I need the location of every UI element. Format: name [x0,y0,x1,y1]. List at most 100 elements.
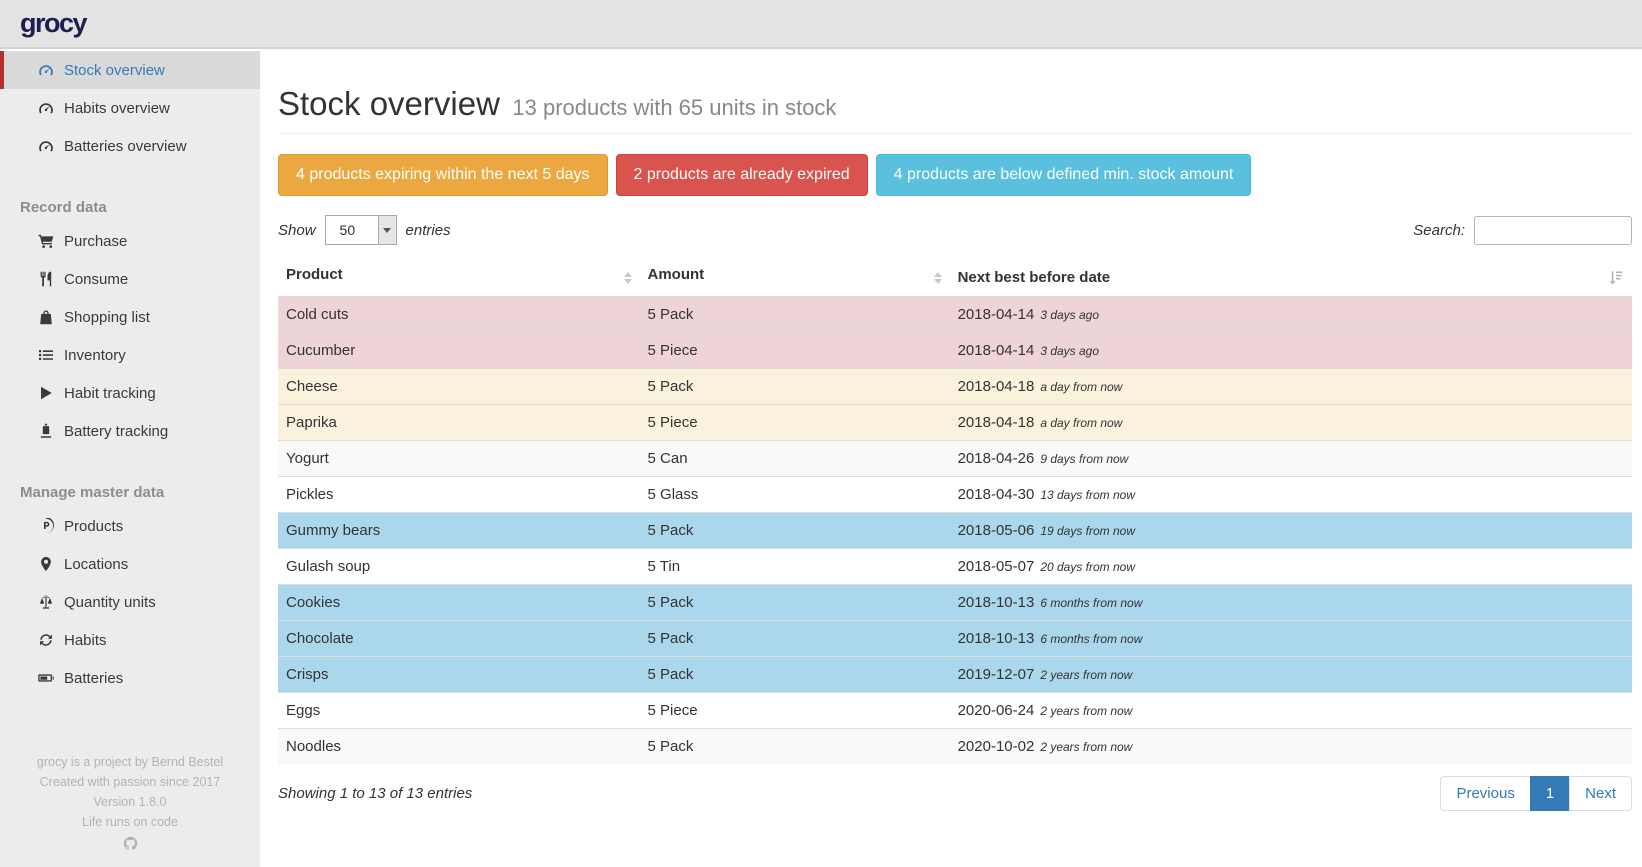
column-header-label: Amount [647,266,705,283]
below-min-stock-button[interactable]: 4 products are below defined min. stock … [875,154,1252,196]
timeago-text: 3 days ago [1040,308,1100,322]
pagination: Previous 1 Next [1440,776,1632,811]
cell-product: Cucumber [278,332,640,369]
table-row[interactable]: Cheese 5 Pack 2018-04-18 a day from now [278,368,1632,405]
previous-page-button[interactable]: Previous [1440,776,1531,811]
sidebar-section-record-data: Record data [20,198,107,216]
sidebar-item-label: Habits [64,631,107,649]
table-row[interactable]: Pickles 5 Glass 2018-04-30 13 days from n… [278,476,1632,513]
sidebar-footer: grocy is a project by Bernd Bestel Creat… [0,752,260,857]
cell-amount: 5 Pack [639,368,950,405]
cell-amount: 5 Can [639,440,950,477]
top-navbar: grocy [0,0,1642,49]
sidebar-item-products[interactable]: Products [0,507,260,545]
table-row[interactable]: Cucumber 5 Piece 2018-04-14 3 days ago [278,332,1632,369]
entries-select-value: 50 [339,222,356,238]
sidebar-item-habits[interactable]: Habits [0,621,260,659]
cell-date: 2018-04-26 9 days from now [949,440,1632,477]
search-label: Search: [1413,221,1465,239]
cell-date: 2018-05-06 19 days from now [949,512,1632,549]
sidebar-item-label: Stock overview [64,61,165,79]
table-row[interactable]: Noodles 5 Pack 2020-10-02 2 years from no… [278,728,1632,764]
entries-select[interactable]: 50 [324,215,397,245]
shopping-bag-icon [38,309,54,325]
table-row[interactable]: Crisps 5 Pack 2019-12-07 2 years from now [278,656,1632,693]
cell-amount: 5 Pack [639,296,950,333]
sync-icon [38,632,54,648]
table-row[interactable]: Gummy bears 5 Pack 2018-05-06 19 days fro… [278,512,1632,549]
best-before-date: 2018-04-18 [957,378,1035,395]
page-length-control: Show 50 entries [278,215,451,245]
table-row[interactable]: Chocolate 5 Pack 2018-10-13 6 months from… [278,620,1632,657]
sidebar-item-shopping-list[interactable]: Shopping list [0,298,260,336]
best-before-date: 2020-10-02 [957,738,1035,755]
search-control: Search: [1413,215,1632,245]
sidebar-item-stock-overview[interactable]: Stock overview [0,51,260,89]
sidebar-item-label: Products [64,517,124,535]
sidebar-item-quantity-units[interactable]: Quantity units [0,583,260,621]
cell-date: 2018-10-13 6 months from now [949,584,1632,621]
cell-amount: 5 Tin [639,548,950,585]
sidebar-item-locations[interactable]: Locations [0,545,260,583]
sidebar-item-label: Shopping list [64,308,150,326]
sidebar-item-label: Habit tracking [64,384,156,402]
cell-product: Cookies [278,584,640,621]
page-1-button[interactable]: 1 [1529,776,1571,811]
gauge-icon [38,62,54,78]
sidebar-item-label: Battery tracking [64,422,169,440]
page-header: Stock overview 13 products with 65 units… [278,85,1632,134]
sidebar-item-habits-overview[interactable]: Habits overview [0,89,260,127]
next-page-button[interactable]: Next [1569,776,1632,811]
cell-date: 2018-05-07 20 days from now [949,548,1632,585]
sidebar-item-consume[interactable]: Consume [0,260,260,298]
timeago-text: 3 days ago [1040,344,1100,358]
column-header-amount[interactable]: Amount [639,258,950,297]
footer-credit-line: grocy is a project by Bernd Bestel [36,755,224,769]
table-header-row: Product Amount Next best before date [278,258,1632,297]
sidebar-item-purchase[interactable]: Purchase [0,222,260,260]
cell-product: Yogurt [278,440,640,477]
sidebar-item-battery-tracking[interactable]: Battery tracking [0,412,260,450]
product-icon [38,518,54,534]
sidebar-item-label: Inventory [64,346,126,364]
sidebar-item-habit-tracking[interactable]: Habit tracking [0,374,260,412]
table-row[interactable]: Paprika 5 Piece 2018-04-18 a day from now [278,404,1632,441]
timeago-text: 9 days from now [1040,452,1129,466]
cell-amount: 5 Pack [639,620,950,657]
timeago-text: a day from now [1040,380,1123,394]
expiring-products-button[interactable]: 4 products expiring within the next 5 da… [278,154,608,196]
sidebar-item-inventory[interactable]: Inventory [0,336,260,374]
cell-product: Gulash soup [278,548,640,585]
search-input[interactable] [1474,215,1632,245]
table-row[interactable]: Gulash soup 5 Tin 2018-05-07 20 days from… [278,548,1632,585]
grocy-logo[interactable]: grocy [20,8,88,38]
table-row[interactable]: Cold cuts 5 Pack 2018-04-14 3 days ago [278,296,1632,333]
stock-table: Product Amount Next best before date Col… [278,258,1632,764]
timeago-text: 6 months from now [1040,632,1143,646]
cart-icon [38,233,54,249]
cell-amount: 5 Pack [639,728,950,764]
column-header-product[interactable]: Product [278,258,640,297]
sort-icon [933,268,942,288]
footer-version: Version 1.8.0 [93,795,167,809]
page-subtitle: 13 products with 65 units in stock [512,95,837,120]
cell-date: 2019-12-07 2 years from now [949,656,1632,693]
column-header-next-best-before-date[interactable]: Next best before date [949,258,1632,297]
table-row[interactable]: Cookies 5 Pack 2018-10-13 6 months from n… [278,584,1632,621]
main-content: Stock overview 13 products with 65 units… [260,51,1642,867]
gauge-icon [38,100,54,116]
table-row[interactable]: Yogurt 5 Can 2018-04-26 9 days from now [278,440,1632,477]
timeago-text: a day from now [1040,416,1123,430]
cell-product: Paprika [278,404,640,441]
column-header-label: Next best before date [957,268,1111,286]
best-before-date: 2018-10-13 [957,594,1035,611]
sidebar-item-batteries-overview[interactable]: Batteries overview [0,127,260,165]
table-row[interactable]: Eggs 5 Piece 2020-06-24 2 years from now [278,692,1632,729]
expired-products-button[interactable]: 2 products are already expired [615,154,868,196]
page-title: Stock overview [278,85,500,122]
github-icon[interactable] [123,836,138,851]
table-footer: Showing 1 to 13 of 13 entries Previous 1… [278,776,1632,811]
sidebar-item-label: Locations [64,555,129,573]
sidebar-item-label: Batteries [64,669,124,687]
sidebar-item-batteries[interactable]: Batteries [0,659,260,697]
